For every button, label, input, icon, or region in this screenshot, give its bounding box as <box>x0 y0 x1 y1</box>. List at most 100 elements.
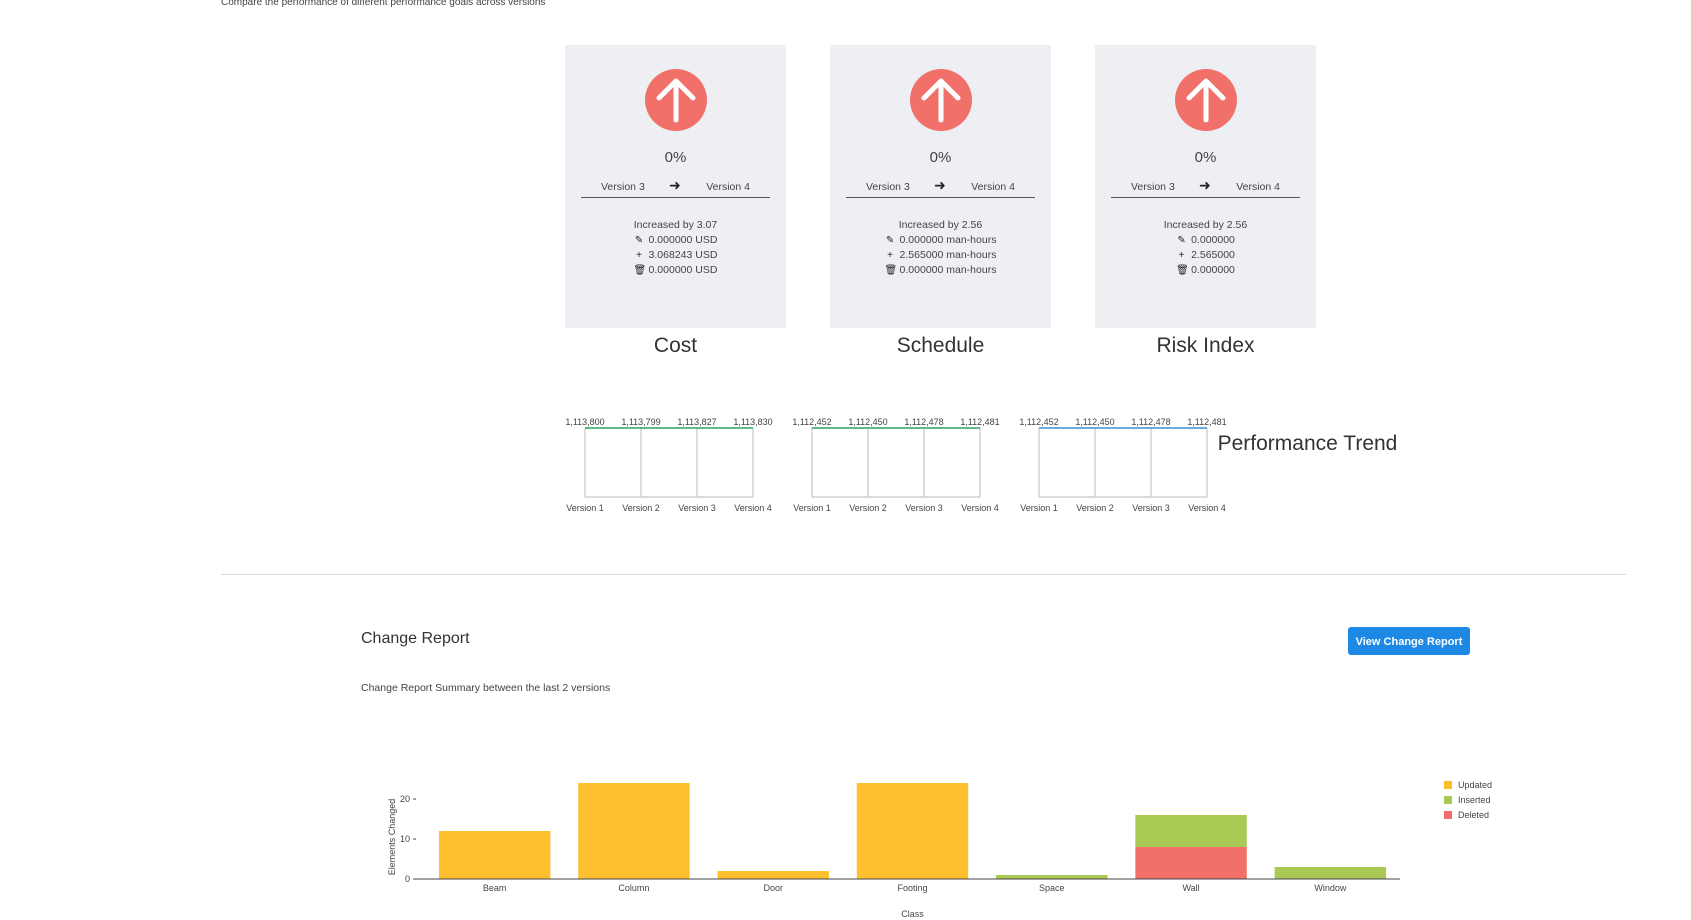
bar-inserted-space <box>996 875 1108 879</box>
arrow-up-icon <box>1175 69 1237 131</box>
version-from: Version 3 <box>866 181 910 193</box>
updated-value: 0.000000 USD <box>648 234 718 246</box>
x-tick-label: Space <box>1039 883 1065 893</box>
arrow-right-icon: ➜ <box>669 177 681 193</box>
x-tick-label: Window <box>1314 883 1347 893</box>
x-axis-title: Class <box>901 909 924 919</box>
inserted-value: 2.565000 man-hours <box>899 249 997 261</box>
x-tick-label: Column <box>618 883 649 893</box>
arrow-up-icon <box>910 69 972 131</box>
version-to: Version 4 <box>1236 181 1280 193</box>
trend-version-label: Version 2 <box>1076 503 1114 513</box>
trend-value-label: 1,112,478 <box>1131 417 1170 427</box>
change-percent: 0% <box>929 149 952 166</box>
plus-icon: + <box>1178 250 1185 261</box>
arrow-right-icon: ➜ <box>934 177 946 193</box>
version-to: Version 4 <box>971 181 1015 193</box>
version-from: Version 3 <box>1131 181 1175 193</box>
trend-chart: 1,112,452 1,112,450 1,112,478 1,112,481 Vers… <box>792 412 1032 513</box>
x-tick-label: Footing <box>897 883 927 893</box>
inserted-value: 3.068243 USD <box>648 249 718 261</box>
trend-version-label: Version 2 <box>622 503 660 513</box>
legend-swatch-deleted <box>1444 811 1452 819</box>
change-percent: 0% <box>1194 149 1217 166</box>
y-tick-label: 0 <box>405 874 410 884</box>
change-details: Increased by 3.07 ✎ 0.000000 USD +3.068243 … <box>565 218 786 278</box>
change-report-subtitle: Change Report Summary between the last 2… <box>361 682 611 694</box>
trend-version-label: Version 1 <box>793 503 831 513</box>
inserted-value: 2.565000 <box>1191 249 1235 261</box>
goal-title: Cost <box>653 334 698 357</box>
page-subtitle: Compare the performance of different per… <box>221 0 546 8</box>
trash-icon: 🗑 <box>633 265 647 276</box>
pencil-icon: ✎ <box>885 235 895 246</box>
bar-inserted-window <box>1274 867 1387 879</box>
change-report-chart: Beam Column Door Footing Space Wall Window 0 10 2… <box>387 780 1492 919</box>
legend-label: Deleted <box>1458 810 1489 820</box>
view-change-report-button[interactable]: View Change Report <box>1348 627 1470 655</box>
version-compare: Version 3 ➜ Version 4 <box>581 177 770 198</box>
pencil-icon: ✎ <box>1177 235 1186 246</box>
trend-value-label: 1,112,452 <box>792 417 831 427</box>
legend-swatch-inserted <box>1444 796 1452 804</box>
legend-label: Inserted <box>1458 795 1491 805</box>
version-compare: Version 3 ➜ Version 4 <box>1111 177 1300 198</box>
legend-swatch-updated <box>1444 781 1452 789</box>
goal-card: 0% Version 3 ➜ Version 4 Increased by 2.56 ✎ 0… <box>830 45 1051 328</box>
trend-chart: 1,113,800 1,113,799 1,113,827 1,113,830 Vers… <box>565 412 805 513</box>
section-divider <box>221 574 1626 575</box>
trend-version-label: Version 4 <box>961 503 999 513</box>
trend-version-label: Version 3 <box>905 503 943 513</box>
trend-value-label: 1,112,450 <box>1075 417 1114 427</box>
y-tick-label: 20 <box>400 794 410 804</box>
arrow-right-icon: ➜ <box>1199 177 1211 193</box>
updated-value: 0.000000 man-hours <box>899 234 997 246</box>
goal-card: 0% Version 3 ➜ Version 4 Increased by 2.56 ✎ 0… <box>1095 45 1316 328</box>
change-percent: 0% <box>664 149 687 166</box>
trash-icon: 🗑 <box>1176 265 1189 276</box>
trend-version-label: Version 2 <box>849 503 887 513</box>
trend-value-label: 1,112,481 <box>1187 417 1226 427</box>
bar-updated-column <box>578 783 690 879</box>
y-axis-title: Elements Changed <box>387 799 397 876</box>
bar-updated-beam <box>438 831 551 879</box>
deleted-value: 0.000000 USD <box>648 264 718 276</box>
deleted-value: 0.000000 <box>1191 264 1235 276</box>
trend-version-label: Version 3 <box>1132 503 1170 513</box>
trash-icon: 🗑 <box>884 265 898 276</box>
version-to: Version 4 <box>706 181 750 193</box>
goal-card: 0% Version 3 ➜ Version 4 Increased by 3.07 ✎ 0… <box>565 45 786 328</box>
pencil-icon: ✎ <box>634 235 644 246</box>
trend-value-label: 1,113,827 <box>677 417 716 427</box>
change-report-title: Change Report <box>361 630 470 647</box>
change-details: Increased by 2.56 ✎ 0.000000 +2.565000 🗑 0.00… <box>1095 218 1316 278</box>
version-compare: Version 3 ➜ Version 4 <box>846 177 1035 198</box>
trend-version-label: Version 3 <box>678 503 716 513</box>
trend-version-label: Version 1 <box>1020 503 1058 513</box>
goal-title: Risk Index <box>1156 334 1255 357</box>
change-details: Increased by 2.56 ✎ 0.000000 man-hours +2.5… <box>830 218 1051 278</box>
performance-trend-label: Performance Trend <box>1217 432 1398 455</box>
plus-icon: + <box>887 250 893 261</box>
change-summary: Increased by 2.56 <box>1163 219 1248 231</box>
legend-label: Updated <box>1458 780 1492 790</box>
trend-chart: 1,112,452 1,112,450 1,112,478 1,112,481 Vers… <box>1019 412 1259 513</box>
x-tick-label: Beam <box>483 883 507 893</box>
trend-value-label: 1,112,450 <box>848 417 887 427</box>
bar-updated-door <box>717 871 829 879</box>
plus-icon: + <box>636 250 642 261</box>
arrow-up-icon <box>645 69 707 131</box>
trend-version-label: Version 1 <box>566 503 604 513</box>
y-tick-label: 10 <box>400 834 410 844</box>
deleted-value: 0.000000 man-hours <box>899 264 997 276</box>
trend-value-label: 1,112,478 <box>904 417 943 427</box>
goal-title: Schedule <box>896 334 985 357</box>
change-summary: Increased by 3.07 <box>633 219 718 231</box>
change-summary: Increased by 2.56 <box>898 219 983 231</box>
x-tick-label: Wall <box>1182 883 1199 893</box>
trend-version-label: Version 4 <box>734 503 772 513</box>
updated-value: 0.000000 <box>1191 234 1235 246</box>
trend-version-label: Version 4 <box>1188 503 1226 513</box>
trend-value-label: 1,113,830 <box>733 417 772 427</box>
trend-value-label: 1,112,452 <box>1019 417 1058 427</box>
